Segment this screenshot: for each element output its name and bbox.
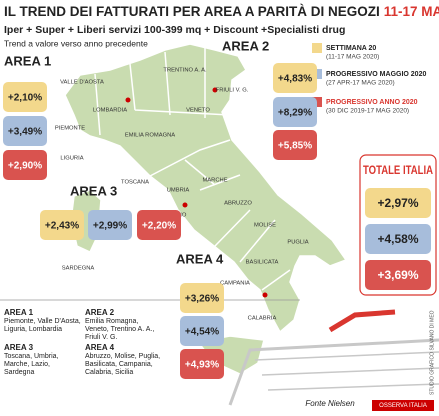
region-label: CAMPANIA: [220, 281, 250, 287]
city-dot: [212, 87, 218, 93]
value-box: [3, 116, 47, 146]
legend-sub: (30 DIC 2019-17 MAG 2020): [326, 108, 409, 115]
value-box: [365, 224, 431, 254]
region-label: LOMBARDIA: [93, 108, 127, 114]
region-label: TOSCANA: [121, 180, 149, 186]
region-label: SARDEGNA: [62, 266, 95, 272]
region-label: TRENTINO A. A.: [163, 68, 207, 74]
value-box: [273, 130, 317, 160]
value-label: +2,10%: [8, 93, 42, 104]
total-frame: [359, 154, 437, 296]
footer-area-name: AREA 4: [85, 343, 115, 352]
legend-label: SETTIMANA 20: [326, 45, 376, 52]
value-box: [365, 260, 431, 290]
value-label: +2,90%: [8, 161, 42, 172]
value-box: [3, 82, 47, 112]
title-text: IL TREND DEI FATTURATI PER AREA A PARITÀ…: [4, 4, 380, 19]
area-name: AREA 4: [176, 251, 224, 266]
region-label: MOLISE: [254, 223, 276, 229]
source: Fonte Nielsen: [305, 399, 355, 408]
city-dot: [125, 97, 131, 103]
value-label: +4,58%: [377, 232, 418, 246]
value-label: +2,20%: [142, 221, 176, 232]
value-label: +2,97%: [377, 196, 418, 210]
value-box: [273, 63, 317, 93]
logo-box: [372, 400, 434, 411]
city-dot: [182, 202, 188, 208]
region-label: VALLE D'AOSTA: [60, 80, 104, 86]
logo: OSSERVA ITALIA: [379, 403, 427, 409]
legend-sub: (27 APR-17 MAG 2020): [326, 80, 395, 87]
value-box: [137, 210, 181, 240]
value-label: +8,29%: [278, 108, 312, 119]
total-title: TOTALE ITALIA: [363, 163, 433, 177]
footer-area-desc: Emilia Romagna, Veneto, Trentino A. A., …: [85, 318, 155, 341]
region-label: CALABRIA: [248, 316, 277, 322]
value-box: [88, 210, 132, 240]
region-label: PUGLIA: [287, 240, 308, 246]
value-label: +2,43%: [45, 221, 79, 232]
area-name: AREA 1: [4, 53, 51, 68]
value-label: +3,49%: [8, 127, 42, 138]
note: Trend a valore verso anno precedente: [4, 38, 148, 48]
value-box: [180, 283, 224, 313]
region-label: ABRUZZO: [224, 201, 252, 207]
credit: STUDIO GRAFICO SILVANO DI MEO: [429, 310, 435, 395]
value-box: [273, 97, 317, 127]
value-box: [365, 188, 431, 218]
value-box: [180, 316, 224, 346]
cart: [228, 309, 439, 406]
subtitle: Iper + Super + Liberi servizi 100-399 mq…: [4, 24, 345, 36]
region-label: VENETO: [186, 108, 210, 114]
value-label: +3,69%: [377, 268, 418, 282]
city-dot: [262, 292, 268, 298]
legend-sub: (11-17 MAG 2020): [326, 54, 379, 61]
value-label: +4,93%: [185, 360, 219, 371]
footer-area-name: AREA 1: [4, 308, 34, 317]
region-label: LIGURIA: [60, 156, 83, 162]
footer-area-name: AREA 2: [85, 308, 115, 317]
title-dates: 11-17 MAG 2020: [384, 4, 439, 19]
footer-area-desc: Piemonte, Valle D'Aosta, Liguria, Lombar…: [4, 318, 81, 333]
legend-label: PROGRESSIVO ANNO 2020: [326, 99, 418, 106]
title: IL TREND DEI FATTURATI PER AREA A PARITÀ…: [4, 4, 439, 19]
value-label: +4,54%: [185, 327, 219, 338]
region-label: PIEMONTE: [55, 126, 85, 132]
region-label: BASILICATA: [246, 260, 279, 266]
value-box: [3, 150, 47, 180]
footer-area-name: AREA 3: [4, 343, 34, 352]
area-name: AREA 2: [222, 38, 269, 53]
value-label: +5,85%: [278, 141, 312, 152]
region-label: UMBRIA: [167, 188, 190, 194]
value-box: [40, 210, 84, 240]
legend-label: PROGRESSIVO MAGGIO 2020: [326, 71, 426, 78]
area-name: AREA 3: [70, 183, 117, 198]
region-label: MARCHE: [202, 178, 227, 184]
footer-area-desc: Toscana, Umbria, Marche, Lazio, Sardegna: [4, 353, 59, 376]
region-borders: [94, 48, 291, 291]
value-label: +2,99%: [93, 221, 127, 232]
region-label: FRIULI V. G.: [216, 88, 249, 94]
value-label: +3,26%: [185, 294, 219, 305]
value-box: [180, 349, 224, 379]
value-label: +4,83%: [278, 74, 312, 85]
legend-swatch: [312, 43, 322, 53]
region-label: EMILIA ROMAGNA: [125, 133, 175, 139]
footer-area-desc: Abruzzo, Molise, Puglia, Basilicata, Cam…: [85, 353, 161, 376]
